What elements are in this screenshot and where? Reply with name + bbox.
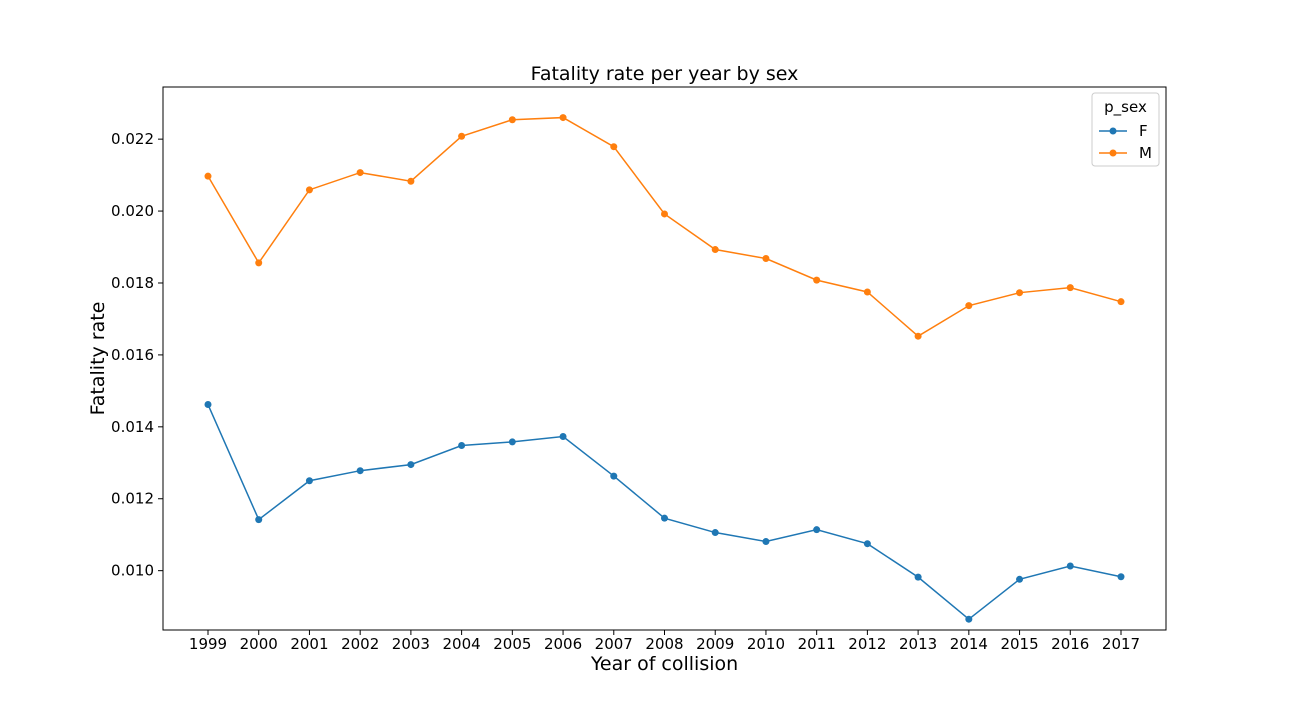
x-tick-label: 2004 xyxy=(443,635,481,653)
data-point-F xyxy=(559,433,567,441)
data-point-M xyxy=(610,143,618,151)
x-axis: 1999 2000 2001 2002 2003 2004 2005 2006 2007 2008… xyxy=(189,630,1140,653)
x-tick-label: 2011 xyxy=(798,635,836,653)
data-point-M xyxy=(508,116,516,124)
data-point-M xyxy=(1066,284,1074,292)
legend-label-M: M xyxy=(1139,144,1152,162)
data-point-M xyxy=(711,246,719,254)
x-tick-label: 2006 xyxy=(544,635,582,653)
y-tick-label: 0.012 xyxy=(111,490,154,508)
x-tick-label: 2010 xyxy=(747,635,785,653)
legend-box xyxy=(1091,92,1160,167)
x-tick-label: 1999 xyxy=(189,635,227,653)
data-point-F xyxy=(965,615,973,623)
data-point-F xyxy=(407,461,415,469)
data-point-M xyxy=(1016,289,1024,297)
x-tick-label: 2017 xyxy=(1102,635,1140,653)
data-point-M xyxy=(1117,298,1125,306)
data-point-F xyxy=(762,538,770,546)
data-point-F xyxy=(1117,573,1125,581)
x-tick-label: 2002 xyxy=(341,635,379,653)
legend-label-F: F xyxy=(1139,122,1148,140)
data-point-F xyxy=(255,516,263,524)
x-tick-label: 2014 xyxy=(950,635,988,653)
y-tick-label: 0.010 xyxy=(111,562,154,580)
data-point-M xyxy=(305,186,313,194)
data-point-M xyxy=(458,132,466,140)
data-point-F xyxy=(458,442,466,450)
data-point-F xyxy=(204,401,212,409)
x-tick-label: 2008 xyxy=(645,635,683,653)
chart-title: Fatality rate per year by sex xyxy=(531,63,799,85)
x-axis-label: Year of collision xyxy=(590,653,738,675)
x-tick-label: 2015 xyxy=(1000,635,1038,653)
x-tick-label: 2000 xyxy=(240,635,278,653)
data-point-M xyxy=(863,288,871,296)
data-point-M xyxy=(559,114,567,122)
data-point-F xyxy=(508,438,516,446)
y-axis-label: Fatality rate xyxy=(87,302,109,416)
data-point-F xyxy=(356,467,364,475)
data-point-F xyxy=(711,529,719,537)
data-point-M xyxy=(813,276,821,284)
y-tick-label: 0.014 xyxy=(111,418,154,436)
data-point-M xyxy=(762,255,770,263)
data-point-F xyxy=(813,526,821,534)
data-point-F xyxy=(863,540,871,548)
data-point-F xyxy=(1066,562,1074,570)
y-tick-label: 0.016 xyxy=(111,346,154,364)
x-tick-label: 2016 xyxy=(1051,635,1089,653)
x-tick-label: 2007 xyxy=(595,635,633,653)
legend: p_sex FM xyxy=(1091,92,1160,167)
y-tick-label: 0.022 xyxy=(111,130,154,148)
data-point-M xyxy=(661,210,668,218)
x-tick-label: 2013 xyxy=(899,635,937,653)
legend-title: p_sex xyxy=(1104,98,1147,117)
data-point-F xyxy=(914,573,922,581)
x-tick-label: 2001 xyxy=(290,635,328,653)
x-tick-label: 2009 xyxy=(696,635,734,653)
data-point-M xyxy=(255,259,263,267)
data-point-F xyxy=(1016,575,1024,583)
data-point-M xyxy=(356,169,364,177)
x-tick-label: 2003 xyxy=(392,635,430,653)
data-point-M xyxy=(965,302,973,310)
data-point-M xyxy=(204,172,212,180)
data-point-F xyxy=(661,514,668,522)
x-tick-label: 2012 xyxy=(848,635,886,653)
y-tick-label: 0.020 xyxy=(111,202,154,220)
data-point-F xyxy=(610,472,618,480)
y-tick-label: 0.018 xyxy=(111,274,154,292)
legend-marker-F xyxy=(1109,127,1117,135)
x-tick-label: 2005 xyxy=(493,635,531,653)
y-axis: 0.010 0.012 0.014 0.016 0.018 0.020 0.022 xyxy=(111,130,163,580)
data-point-M xyxy=(914,332,922,340)
legend-marker-M xyxy=(1109,149,1117,157)
plot-markers xyxy=(204,114,1125,623)
data-point-M xyxy=(407,177,415,185)
data-point-F xyxy=(305,477,313,485)
